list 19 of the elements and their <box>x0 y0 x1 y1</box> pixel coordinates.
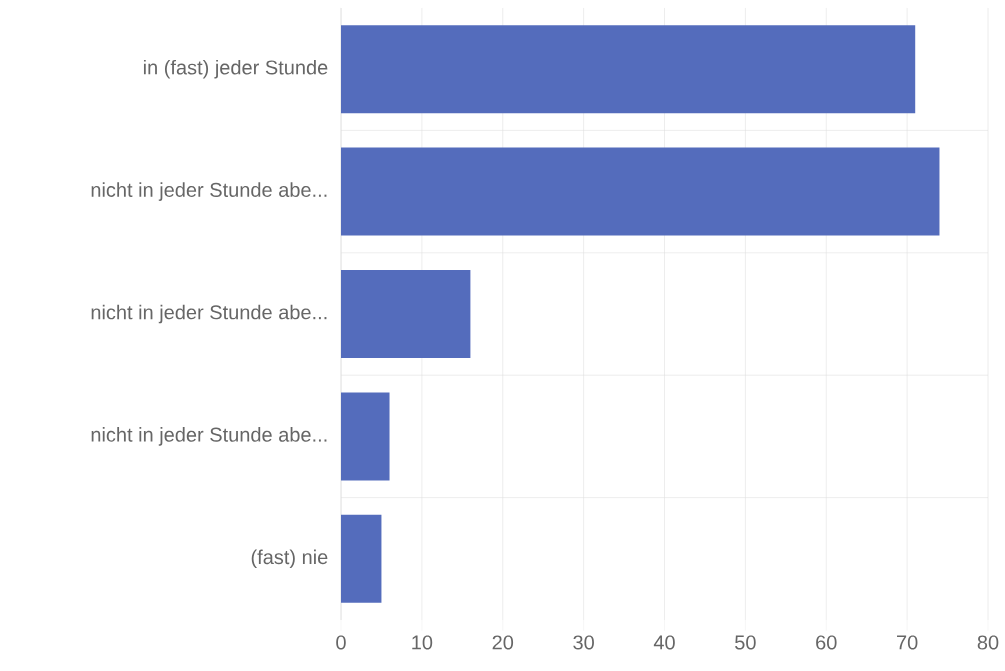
x-tick-label: 50 <box>735 635 756 650</box>
bar <box>341 392 390 481</box>
bar <box>341 147 940 236</box>
y-tick-label: nicht in jeder Stunde abe... <box>91 304 327 324</box>
x-tick-label: 0 <box>336 635 346 650</box>
bar <box>341 270 471 358</box>
x-tick-label: 70 <box>897 635 918 650</box>
y-tick-label: nicht in jeder Stunde abe... <box>91 182 327 201</box>
x-tick-label: 20 <box>492 635 514 650</box>
x-tick-label: 80 <box>977 635 999 650</box>
bar <box>341 25 916 114</box>
x-tick-label: 10 <box>412 635 433 650</box>
x-tick-label: 60 <box>816 635 837 650</box>
bar <box>341 514 382 603</box>
x-tick-label: 40 <box>653 635 675 650</box>
x-tick-label: 30 <box>573 635 594 650</box>
y-tick-label: (fast) nie <box>251 549 328 569</box>
y-tick-label: nicht in jeder Stunde abe... <box>91 427 327 446</box>
y-tick-label: in (fast) jeder Stunde <box>143 59 328 79</box>
